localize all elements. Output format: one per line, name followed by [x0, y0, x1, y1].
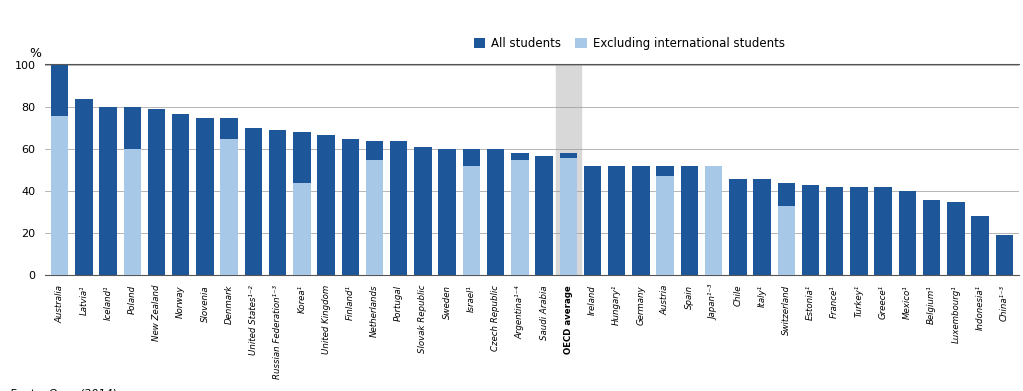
Bar	[294, 133, 311, 275]
Bar	[555, 64, 581, 275]
Bar	[705, 166, 722, 275]
Bar	[75, 99, 93, 275]
Bar	[512, 160, 529, 275]
Bar	[221, 139, 238, 275]
Bar	[439, 149, 456, 275]
Legend: All students, Excluding international students: All students, Excluding international st…	[469, 32, 790, 55]
Bar	[898, 191, 917, 275]
Bar	[99, 107, 117, 275]
Bar	[172, 113, 189, 275]
Bar	[657, 176, 674, 275]
Bar	[147, 109, 166, 275]
Bar	[535, 156, 552, 275]
Bar	[875, 187, 892, 275]
Y-axis label: %: %	[30, 47, 41, 60]
Bar	[802, 185, 819, 275]
Bar	[414, 147, 432, 275]
Bar	[729, 179, 747, 275]
Bar	[462, 166, 480, 275]
Bar	[244, 128, 262, 275]
Bar	[51, 116, 69, 275]
Text: Fonte: Ocse (2014): Fonte: Ocse (2014)	[10, 389, 117, 391]
Bar	[221, 118, 238, 275]
Bar	[753, 179, 770, 275]
Bar	[269, 130, 286, 275]
Bar	[923, 199, 940, 275]
Bar	[680, 166, 698, 275]
Bar	[462, 149, 480, 275]
Bar	[947, 202, 965, 275]
Bar	[826, 187, 844, 275]
Bar	[777, 183, 795, 275]
Bar	[366, 160, 384, 275]
Bar	[512, 153, 529, 275]
Bar	[560, 153, 577, 275]
Bar	[294, 183, 311, 275]
Bar	[777, 206, 795, 275]
Bar	[705, 166, 722, 275]
Bar	[560, 158, 577, 275]
Bar	[995, 235, 1013, 275]
Bar	[124, 149, 141, 275]
Bar	[51, 65, 69, 275]
Bar	[366, 141, 384, 275]
Bar	[584, 166, 602, 275]
Bar	[657, 166, 674, 275]
Bar	[608, 166, 625, 275]
Bar	[972, 216, 989, 275]
Bar	[196, 118, 214, 275]
Bar	[124, 107, 141, 275]
Bar	[317, 135, 335, 275]
Bar	[850, 187, 868, 275]
Bar	[342, 139, 359, 275]
Bar	[632, 166, 650, 275]
Bar	[390, 141, 407, 275]
Bar	[487, 149, 504, 275]
